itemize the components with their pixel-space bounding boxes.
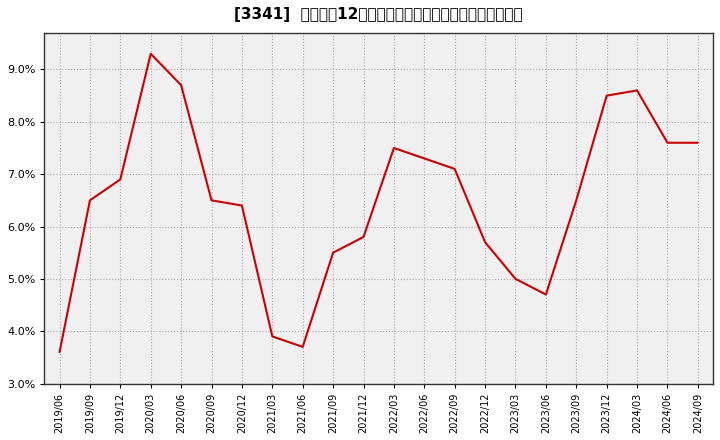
Title: [3341]  売上高の12か月移動合計の対前年同期増減率の推移: [3341] 売上高の12か月移動合計の対前年同期増減率の推移 bbox=[235, 7, 523, 22]
